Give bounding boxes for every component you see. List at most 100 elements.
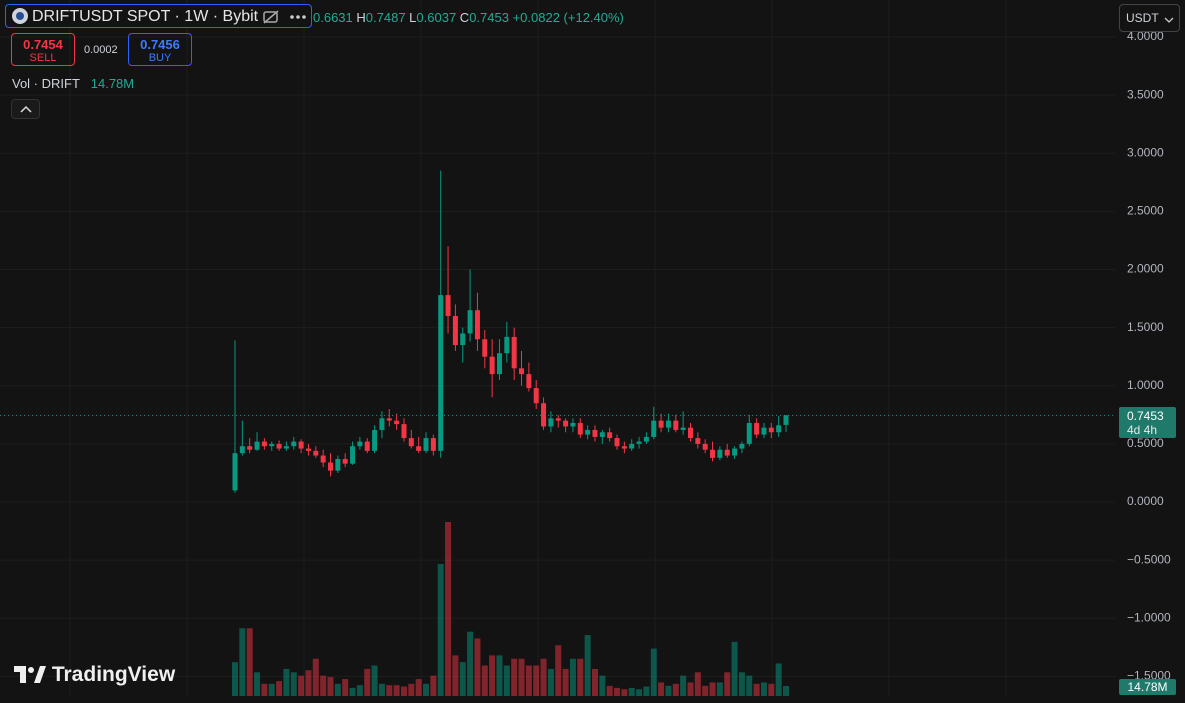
volume-bar	[606, 685, 613, 696]
y-tick-label: 4.0000	[1127, 29, 1164, 43]
y-tick-label: 2.5000	[1127, 204, 1164, 218]
volume-bar	[628, 687, 635, 696]
volume-bar	[415, 679, 422, 696]
volume-bar	[261, 683, 268, 696]
sell-button[interactable]: 0.7454 SELL	[11, 33, 75, 66]
candle-body	[643, 436, 649, 442]
candle-body	[408, 438, 414, 447]
candle-body	[577, 422, 583, 435]
volume-bar	[746, 675, 753, 696]
symbol-icon	[12, 8, 28, 24]
candle-body	[511, 336, 517, 369]
volume-bar	[687, 682, 694, 696]
candle-body	[651, 420, 657, 437]
volume-bar	[614, 687, 621, 696]
candle-body	[710, 449, 716, 458]
volume-bar	[665, 685, 672, 696]
symbol-box[interactable]: DRIFTUSDT SPOT · 1W · Bybit	[5, 4, 312, 28]
y-tick-label: 1.5000	[1127, 320, 1164, 334]
candle-body	[783, 415, 789, 425]
volume-bar	[386, 685, 393, 696]
collapse-button[interactable]	[11, 99, 40, 119]
candle-body	[452, 316, 458, 346]
candle-body	[599, 432, 605, 437]
high-value: 0.7487	[365, 10, 406, 25]
volume-value: 14.78M	[90, 76, 135, 91]
candle-body	[438, 295, 444, 451]
candle-body	[621, 446, 627, 449]
candle-body	[585, 429, 591, 435]
candle-body	[320, 455, 326, 463]
volume-bar	[474, 638, 481, 696]
volume-bar	[768, 683, 775, 696]
y-tick-label: −0.5000	[1127, 552, 1171, 566]
volume-bar	[430, 675, 437, 696]
volume-bar	[738, 672, 745, 696]
candle-body	[342, 459, 348, 464]
candle-body	[394, 420, 400, 425]
volume-bar	[753, 683, 760, 696]
candle-body	[269, 443, 275, 447]
volume-bar	[599, 675, 606, 696]
brand-name: TradingView	[51, 663, 176, 686]
volume-bar	[467, 631, 474, 696]
candle-body	[467, 310, 473, 334]
y-tick-label: 3.5000	[1127, 87, 1164, 101]
candle-body	[754, 422, 760, 435]
dropdown-arrow	[1164, 17, 1174, 23]
volume-bar	[672, 683, 679, 696]
volume-bar	[298, 675, 305, 696]
buy-label: BUY	[148, 52, 172, 64]
volume-bar	[577, 658, 584, 696]
y-tick-label: 1.0000	[1127, 378, 1164, 392]
candle-body	[687, 427, 693, 439]
high-label: H	[356, 10, 366, 25]
volume-bar	[694, 672, 701, 696]
candle-body	[298, 441, 304, 449]
volume-bar	[283, 668, 290, 696]
symbol-title: DRIFTUSDT SPOT · 1W · Bybit	[32, 8, 259, 25]
volume-bar	[643, 686, 650, 696]
volume-bar	[364, 668, 371, 696]
volume-bar	[569, 658, 576, 696]
candle-body	[724, 449, 730, 456]
volume-bar	[547, 668, 554, 696]
volume-bar	[709, 682, 716, 696]
spread: 0.0002	[84, 44, 118, 56]
volume-bar	[342, 679, 349, 696]
volume-bar	[503, 665, 510, 696]
more-icon[interactable]	[288, 8, 308, 26]
volume-bar	[489, 655, 496, 696]
volume-bar	[423, 683, 430, 696]
volume-bar	[378, 683, 385, 696]
candle-body	[247, 446, 253, 450]
volume-bar	[276, 681, 283, 696]
countdown: 4d 4h	[1127, 423, 1158, 437]
brand-logo[interactable]: TradingView	[14, 663, 175, 687]
volume-bar	[239, 628, 246, 696]
currency: USDT	[1126, 11, 1159, 25]
volume-bar	[731, 641, 738, 696]
candle-body	[614, 438, 620, 447]
candle-body	[445, 295, 451, 317]
volume-bar	[290, 672, 297, 696]
candle-body	[430, 438, 436, 451]
volume-bar	[393, 685, 400, 696]
buy-button[interactable]: 0.7456 BUY	[128, 33, 192, 66]
volume-bar	[268, 683, 275, 696]
hide-icon[interactable]	[262, 8, 280, 26]
volume-bar	[555, 645, 562, 696]
volume-bar	[591, 668, 598, 696]
buy-price: 0.7456	[140, 37, 180, 52]
volume-bar	[327, 677, 334, 696]
volume-bar	[408, 683, 415, 696]
volume-bar	[445, 522, 452, 696]
currency-select[interactable]: USDT	[1119, 4, 1180, 32]
candle-body	[746, 422, 752, 444]
candle-body	[739, 443, 745, 449]
volume-bar	[452, 655, 459, 696]
volume-bar	[621, 689, 628, 696]
volume-bar	[584, 635, 591, 696]
candle-body	[665, 420, 671, 428]
